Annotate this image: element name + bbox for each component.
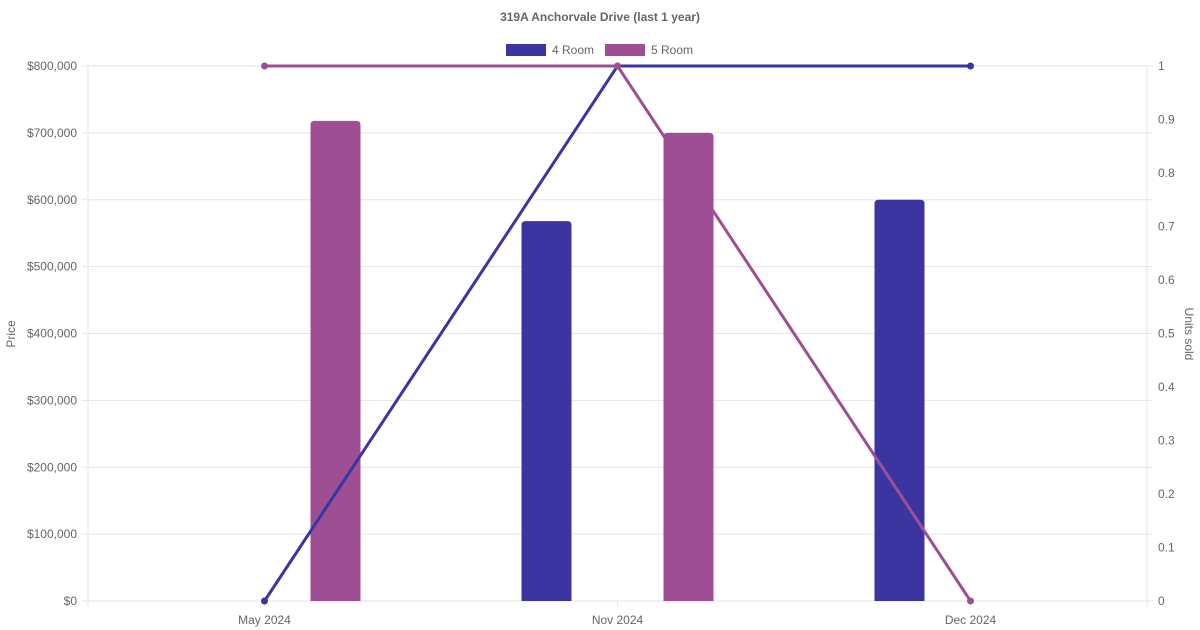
y-left-tick-label: $200,000 bbox=[27, 460, 77, 474]
bar-4-room[interactable] bbox=[521, 221, 572, 601]
y-left-tick-label: $800,000 bbox=[27, 59, 77, 73]
x-tick-label: Nov 2024 bbox=[592, 613, 644, 627]
point-5-room[interactable] bbox=[967, 597, 974, 605]
y-right-tick-label: 0.3 bbox=[1158, 434, 1175, 448]
y-left-tick-label: $100,000 bbox=[27, 527, 77, 541]
bars bbox=[310, 120, 925, 602]
point-5-room[interactable] bbox=[614, 62, 621, 70]
legend-label-4-room: 4 Room bbox=[552, 43, 594, 57]
y-axis-left-ticks: $0 $100,000 $200,000 $300,000 $400,000 $500,0… bbox=[27, 59, 77, 608]
legend: 4 Room 5 Room bbox=[506, 43, 693, 57]
y-left-tick-label: $500,000 bbox=[27, 260, 77, 274]
y-right-tick-label: 0.2 bbox=[1158, 487, 1175, 501]
y-right-tick-label: 0.1 bbox=[1158, 541, 1175, 555]
y-axis-right-ticks: 0 0.1 0.2 0.3 0.4 0.5 0.6 0.7 0.8 0.9 1 bbox=[1158, 59, 1175, 608]
point-4-room[interactable] bbox=[261, 597, 268, 605]
y-right-tick-label: 0.8 bbox=[1158, 166, 1175, 180]
y-left-tick-label: $600,000 bbox=[27, 193, 77, 207]
bar-5-room[interactable] bbox=[663, 132, 714, 601]
y-left-tick-label: $400,000 bbox=[27, 327, 77, 341]
y-left-tick-label: $700,000 bbox=[27, 126, 77, 140]
legend-label-5-room: 5 Room bbox=[651, 43, 693, 57]
legend-item-4-room[interactable]: 4 Room bbox=[506, 43, 594, 57]
gridlines bbox=[82, 65, 1153, 607]
y-left-tick-label: $300,000 bbox=[27, 393, 77, 407]
y-right-tick-label: 1 bbox=[1158, 59, 1165, 73]
y-right-tick-label: 0 bbox=[1158, 594, 1165, 608]
point-5-room[interactable] bbox=[261, 62, 268, 70]
y-right-tick-label: 0.9 bbox=[1158, 113, 1175, 127]
bar-4-room[interactable] bbox=[874, 199, 925, 601]
chart-title: 319A Anchorvale Drive (last 1 year) bbox=[500, 10, 700, 24]
y-axis-left-title: Price bbox=[4, 320, 18, 348]
y-right-tick-label: 0.4 bbox=[1158, 380, 1175, 394]
x-axis-ticks: May 2024 Nov 2024 Dec 2024 bbox=[238, 601, 997, 627]
legend-item-5-room[interactable]: 5 Room bbox=[605, 43, 693, 57]
lines bbox=[261, 62, 974, 605]
x-tick-label: May 2024 bbox=[238, 613, 291, 627]
y-right-tick-label: 0.7 bbox=[1158, 220, 1175, 234]
legend-swatch-5-room bbox=[605, 44, 645, 56]
point-4-room[interactable] bbox=[967, 62, 974, 70]
y-axis-right-title: Units sold bbox=[1182, 308, 1196, 361]
legend-swatch-4-room bbox=[506, 44, 546, 56]
y-left-tick-label: $0 bbox=[64, 594, 78, 608]
y-right-tick-label: 0.5 bbox=[1158, 327, 1175, 341]
bar-5-room[interactable] bbox=[310, 120, 361, 602]
y-right-tick-label: 0.6 bbox=[1158, 273, 1175, 287]
x-tick-label: Dec 2024 bbox=[945, 613, 997, 627]
